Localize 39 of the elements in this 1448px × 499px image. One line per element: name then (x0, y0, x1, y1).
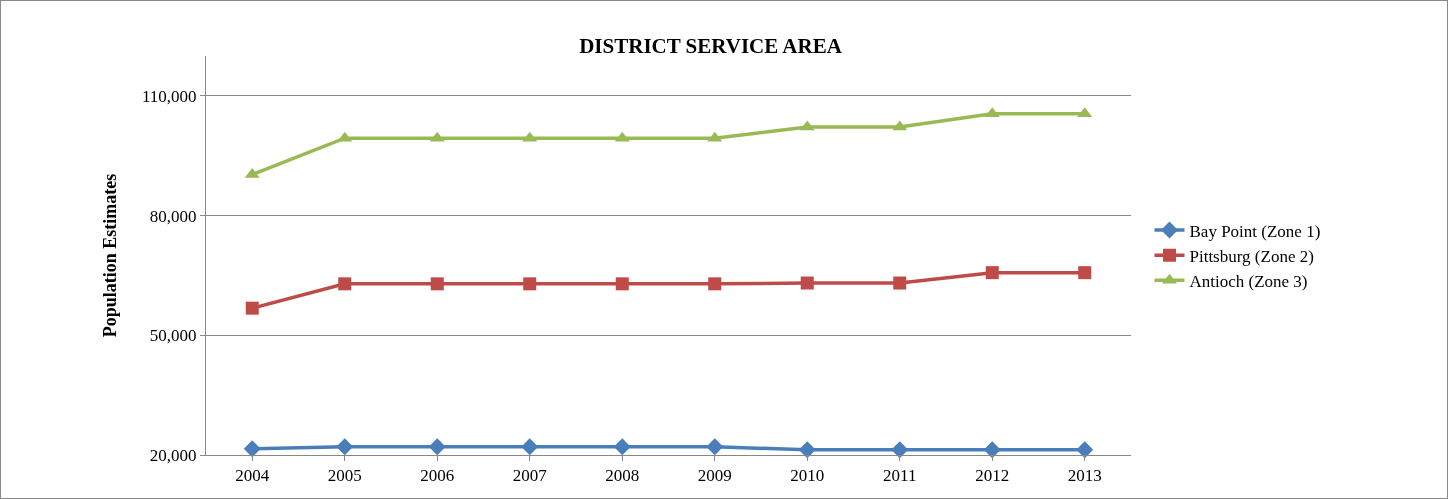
point (1076, 441, 1094, 459)
point (428, 438, 446, 456)
point (245, 301, 259, 315)
point (521, 438, 539, 456)
x-tick-label: 2011 (883, 466, 917, 486)
y-tick-label: 20,000 (149, 445, 197, 465)
point (243, 440, 261, 458)
x-tick-label: 2006 (420, 466, 455, 486)
y-tick-label: 110,000 (141, 86, 197, 106)
point (615, 277, 629, 291)
point (798, 441, 816, 459)
point (893, 276, 907, 290)
point (983, 441, 1001, 459)
chart-title: DISTRICT SERVICE AREA (579, 34, 843, 59)
point (800, 276, 814, 290)
x-tick-label: 2007 (512, 466, 548, 486)
y-tick-label: 50,000 (149, 326, 197, 346)
point (708, 277, 722, 291)
x-tick-label: 2012 (975, 466, 1010, 486)
point (891, 441, 909, 459)
x-tick-label: 2004 (235, 466, 270, 486)
point (985, 266, 999, 280)
point (430, 277, 444, 291)
x-tick-label: 2008 (605, 466, 640, 486)
point (523, 277, 537, 291)
y-axis-title: Population Estimates (100, 173, 121, 338)
point (338, 277, 352, 291)
point (706, 438, 724, 456)
point (336, 438, 354, 456)
point (1078, 266, 1092, 280)
x-tick-label: 2009 (697, 466, 732, 486)
legend-label: Bay Point (Zone 1) (1189, 221, 1321, 241)
y-tick-label: 80,000 (149, 206, 197, 226)
x-tick-label: 2010 (790, 466, 825, 486)
point (613, 438, 631, 456)
legend-label: Antioch (Zone 3) (1189, 271, 1308, 291)
x-tick-label: 2005 (327, 466, 362, 486)
legend-label: Pittsburg (Zone 2) (1189, 246, 1314, 266)
x-tick-label: 2013 (1067, 466, 1102, 486)
